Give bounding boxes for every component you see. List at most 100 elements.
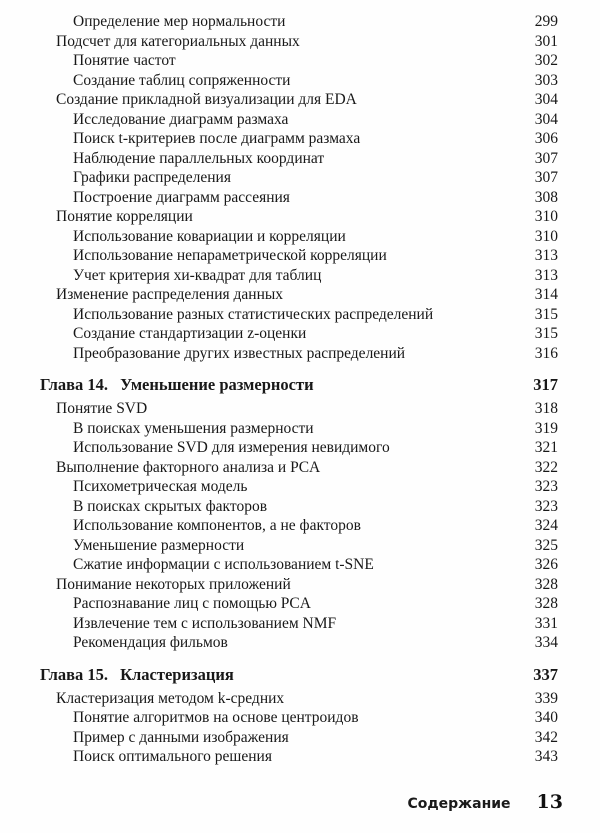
toc-entry-title: Распознавание лиц с помощью PCA [73,595,311,612]
toc-entry-page: 301 [534,32,558,50]
toc-entry-page: 307 [534,149,558,167]
chapter-title: Уменьшение размерности [120,375,314,394]
toc-entry-title: Определение мер нормальности [73,13,286,30]
toc-entry: Выполнение факторного анализа и PCA 322 [0,458,558,478]
toc-entry-title: Пример с данными изображения [73,728,289,746]
toc-entry-title: Использование компонентов, а не факторов [73,517,361,534]
toc-entry: Использование компонентов, а не факторов… [0,516,558,536]
toc-entry: Понимание некоторых приложений 328 [0,575,558,595]
toc-entry-title: Психометрическая модель [73,478,248,495]
toc-chapter-heading: Глава 14. Уменьшение размерности 317 [0,374,558,395]
toc-entry-page: 334 [534,634,558,651]
toc-entry-title: Понимание некоторых приложений [56,575,291,593]
toc-entry-page: 303 [534,71,558,89]
toc-entry: Кластеризация методом k-средних 339 [0,689,558,709]
toc-entry: Использование ковариации и корреляции 310 [0,227,558,247]
toc-entry-page: 314 [534,286,558,303]
toc-entry-page: 316 [534,344,558,362]
toc-entry-page: 310 [534,208,558,225]
toc-entry-title: Подсчет для категориальных данных [56,32,300,50]
toc-entry: Преобразование других известных распреде… [0,344,558,364]
toc-entry-page: 326 [534,556,558,573]
toc-entry: В поисках уменьшения размерности 319 [0,419,558,439]
toc-entry-title: Кластеризация методом k-средних [56,689,285,707]
toc-entry: Исследование диаграмм размаха 304 [0,110,558,130]
toc-entry: Уменьшение размерности 325 [0,536,558,556]
toc-entry-page: 304 [534,110,558,128]
toc-entry-title: Изменение распределения данных [56,286,284,303]
toc-entry: Поиск оптимального решения 343 [0,747,558,767]
toc-entry-title: Построение диаграмм рассеяния [73,188,290,206]
toc-entry: Понятие частот 302 [0,51,558,71]
toc-entry: Использование SVD для измерения невидимо… [0,438,558,458]
toc-entry-title: Учет критерия хи-квадрат для таблиц [73,266,322,284]
toc-entry: Поиск t-критериев после диаграмм размаха… [0,129,558,149]
toc-entry-title: Понятие частот [73,52,176,69]
toc-entry-title: Выполнение факторного анализа и PCA [56,458,321,476]
chapter-number-label: Глава 14. [40,375,109,394]
toc-list: Определение мер нормальности 299 Подсчет … [0,12,558,767]
toc-entry-page: 310 [534,227,558,245]
chapter-page: 337 [533,664,558,684]
toc-entry: Пример с данными изображения 342 [0,728,558,748]
toc-entry: Распознавание лиц с помощью PCA 328 [0,594,558,614]
toc-entry-page: 323 [534,497,558,515]
toc-entry-title: Сжатие информации с использованием t-SNE [73,556,374,573]
toc-entry-title: Преобразование других известных распреде… [73,344,406,362]
toc-entry: Создание таблиц сопряженности 303 [0,71,558,91]
toc-entry-title: В поисках скрытых факторов [73,497,268,515]
toc-entry-page: 313 [534,247,558,264]
toc-entry-title: Понятие алгоритмов на основе центроидов [73,709,359,726]
toc-entry: Создание прикладной визуализации для EDA… [0,90,558,110]
toc-entry-page: 339 [534,689,558,707]
toc-entry-page: 299 [534,13,558,30]
toc-entry-title: Использование разных статистических расп… [73,305,434,323]
toc-entry: Определение мер нормальности 299 [0,12,558,32]
page-footer: Содержание 13 [407,791,563,813]
toc-entry: Построение диаграмм рассеяния 308 [0,188,558,208]
toc-entry: Графики распределения 307 [0,168,558,188]
toc-entry-page: 342 [534,728,558,746]
toc-entry: Понятие корреляции 310 [0,207,558,227]
toc-entry-page: 322 [534,458,558,476]
toc-entry-title: Наблюдение параллельных координат [73,149,325,167]
toc-entry-page: 318 [534,400,558,417]
toc-entry: Наблюдение параллельных координат 307 [0,149,558,169]
toc-entry: Подсчет для категориальных данных 301 [0,32,558,52]
toc-entry-title: Поиск t-критериев после диаграмм размаха [73,130,361,147]
toc-entry-page: 315 [534,325,558,342]
toc-entry-title: Понятие корреляции [56,208,193,225]
toc-entry-page: 306 [534,130,558,147]
toc-entry-page: 328 [534,595,558,612]
toc-entry-title: Использование ковариации и корреляции [73,227,346,245]
footer-page-number: 13 [536,791,563,813]
toc-entry-title: Создание прикладной визуализации для EDA [56,91,357,108]
toc-entry-page: 340 [534,709,558,726]
chapter-page: 317 [533,375,558,394]
toc-entry-page: 304 [534,91,558,108]
toc-entry: Извлечение тем с использованием NMF 331 [0,614,558,634]
toc-entry-title: Создание стандартизации z-оценки [73,325,307,342]
toc-entry-title: Исследование диаграмм размаха [73,110,289,128]
toc-entry: Психометрическая модель 323 [0,477,558,497]
toc-entry-page: 323 [534,478,558,495]
toc-entry-page: 315 [534,305,558,323]
toc-entry-title: Понятие SVD [56,400,148,417]
toc-entry-page: 319 [534,419,558,437]
toc-entry-title: Поиск оптимального решения [73,748,272,765]
toc-entry-page: 343 [534,748,558,765]
toc-entry-title: Рекомендация фильмов [73,634,228,651]
toc-entry-page: 325 [534,536,558,554]
toc-entry-title: Создание таблиц сопряженности [73,71,291,89]
toc-entry-page: 307 [534,169,558,186]
toc-entry: Использование разных статистических расп… [0,305,558,325]
toc-entry-title: Использование SVD для измерения невидимо… [73,439,390,456]
toc-entry-title: Графики распределения [73,169,231,186]
toc-entry-page: 328 [534,575,558,593]
toc-entry-page: 313 [534,266,558,284]
toc-entry-title: Извлечение тем с использованием NMF [73,614,337,632]
toc-entry-title: Использование непараметрической корреляц… [73,247,387,264]
toc-entry-title: Уменьшение размерности [73,536,245,554]
toc-entry: Сжатие информации с использованием t-SNE… [0,555,558,575]
